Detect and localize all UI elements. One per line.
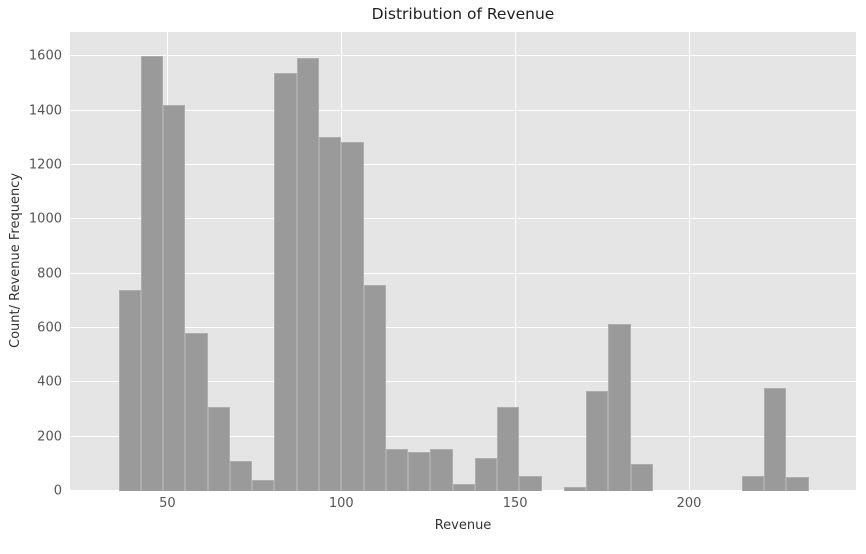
chart-title: Distribution of Revenue	[371, 5, 555, 23]
histogram-bar	[229, 461, 253, 491]
histogram-bar	[764, 387, 787, 491]
y-tick-label: 1400	[28, 103, 62, 119]
y-grid-line	[70, 435, 856, 437]
y-tick-label: 0	[53, 483, 62, 499]
histogram-bar	[319, 136, 342, 491]
y-grid-line	[70, 218, 856, 220]
x-tick-label: 50	[159, 496, 176, 511]
x-grid-line	[689, 32, 691, 491]
y-grid-line	[70, 272, 856, 274]
y-tick-label: 1000	[28, 211, 62, 227]
histogram-bar	[519, 476, 542, 491]
y-grid-line	[70, 55, 856, 57]
x-tick-label: 150	[502, 496, 528, 511]
histogram-bar	[630, 463, 653, 491]
histogram-bar	[586, 390, 609, 491]
histogram-bar	[608, 323, 631, 491]
y-grid-line	[70, 381, 856, 383]
y-tick-label: 200	[37, 429, 62, 445]
histogram-bar	[363, 284, 386, 491]
y-tick-label: 1600	[28, 48, 62, 64]
histogram-bar	[786, 477, 809, 491]
plot-area	[70, 32, 856, 491]
histogram-bar	[252, 480, 275, 491]
x-axis-label: Revenue	[434, 518, 492, 533]
histogram-bar	[274, 72, 297, 491]
y-grid-line	[70, 327, 856, 329]
histogram-bar	[118, 290, 141, 491]
histogram-bar	[497, 406, 520, 491]
x-tick-labels: 50 100 150 200	[70, 496, 856, 514]
histogram-bar	[296, 57, 319, 491]
x-tick-label: 100	[328, 496, 354, 511]
histogram-bar	[341, 142, 364, 491]
x-tick-label: 200	[676, 496, 702, 511]
histogram-bar	[163, 105, 186, 491]
y-grid-line	[70, 164, 856, 166]
y-tick-label: 600	[37, 320, 62, 336]
y-tick-label: 1200	[28, 157, 62, 173]
histogram-bar	[474, 458, 498, 491]
y-tick-labels: 0 200 400 600 800 1000 1200 1400 1600	[0, 32, 62, 499]
histogram-bar	[741, 476, 765, 491]
y-tick-label: 800	[37, 266, 62, 282]
histogram-bar	[385, 448, 409, 491]
histogram-bar	[430, 448, 453, 491]
histogram-bar	[185, 333, 208, 491]
histogram-bar	[408, 451, 431, 491]
y-grid-line	[70, 109, 856, 111]
histogram-bar	[140, 56, 164, 491]
histogram-bar	[452, 484, 475, 491]
histogram-bar	[207, 406, 230, 491]
x-grid-line	[515, 32, 517, 491]
histogram-bar	[563, 486, 587, 491]
y-tick-label: 400	[37, 374, 62, 390]
